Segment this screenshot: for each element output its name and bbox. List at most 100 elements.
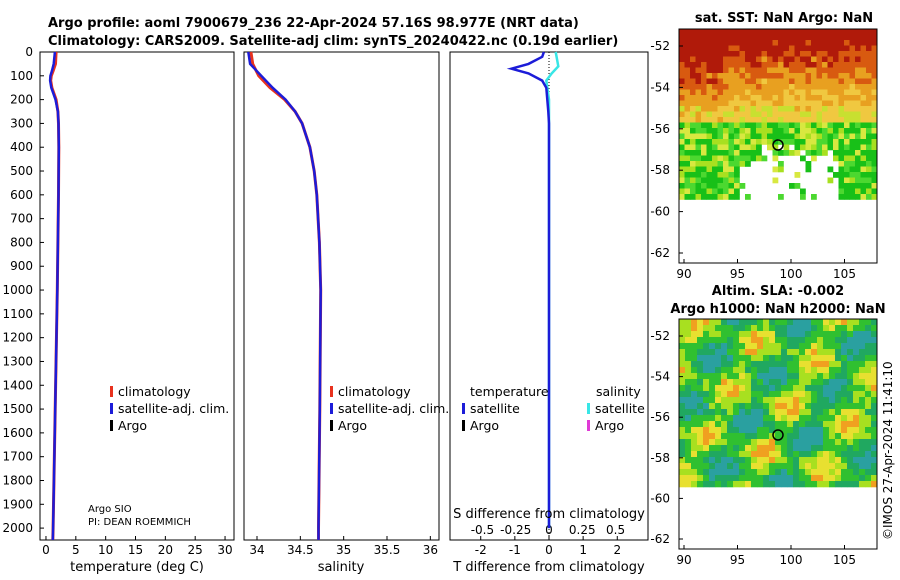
sst-cell — [728, 111, 735, 118]
sla-cell — [847, 391, 854, 398]
sla-cell — [679, 415, 686, 422]
sla-cell — [781, 469, 788, 476]
sla-cell — [835, 451, 842, 458]
sla-cell — [793, 367, 800, 374]
sst-cell — [778, 95, 784, 101]
sla-cell — [805, 409, 812, 416]
sst-cell — [866, 183, 872, 189]
sla-cell — [733, 409, 740, 416]
sla-cell — [691, 457, 698, 464]
sst-cell — [690, 40, 696, 46]
sla-cell — [733, 385, 740, 392]
difference-tick-label: 2 — [613, 543, 621, 557]
sst-cell — [871, 188, 878, 195]
sla-cell — [709, 457, 716, 464]
sla-cell — [871, 415, 878, 422]
sst-cell — [800, 133, 806, 140]
sst-cell — [855, 100, 861, 107]
sla-cell — [715, 325, 722, 332]
sla-cell — [799, 343, 806, 350]
sla-cell — [799, 409, 806, 416]
sst-cell — [849, 177, 856, 184]
sst-cell — [833, 139, 839, 145]
sst-cell — [772, 155, 779, 162]
sla-cell — [745, 391, 752, 398]
lon-tick-label: 95 — [730, 553, 745, 567]
sla-cell — [703, 361, 710, 368]
sst-cell — [679, 51, 685, 57]
sla-cell — [805, 475, 812, 482]
sla-cell — [739, 355, 746, 362]
sst-cell — [701, 40, 707, 46]
sla-cell — [787, 457, 794, 464]
sst-cell — [849, 100, 856, 107]
sst-cell — [822, 133, 828, 140]
sla-cell — [805, 325, 812, 332]
sst-cell — [679, 40, 685, 46]
sla-cell — [715, 361, 722, 368]
sst-cell — [701, 67, 707, 74]
depth-tick-label: 300 — [10, 116, 33, 130]
sla-cell — [703, 451, 710, 458]
sst-cell — [838, 128, 845, 134]
sla-cell — [709, 379, 716, 386]
sla-cell — [727, 391, 734, 398]
sla-cell — [745, 475, 752, 482]
sst-cell — [717, 95, 724, 101]
sla-cell — [775, 403, 782, 410]
sla-cell — [805, 457, 812, 464]
sst-cell — [734, 183, 740, 189]
sst-cell — [783, 122, 790, 129]
sla-cell — [775, 475, 782, 482]
sla-cell — [871, 361, 878, 368]
sla-cell — [823, 409, 830, 416]
sst-cell — [723, 106, 729, 112]
sla-cell — [739, 433, 746, 440]
sst-cell — [712, 73, 718, 79]
sla-cell — [865, 391, 872, 398]
sla-cell — [811, 481, 818, 488]
sla-cell — [715, 475, 722, 482]
sla-cell — [829, 319, 836, 326]
sla-cell — [865, 379, 872, 386]
sla-cell — [691, 421, 698, 428]
sst-cell — [723, 177, 729, 184]
sla-cell — [865, 373, 872, 380]
sst-cell — [783, 56, 790, 63]
sla-cell — [793, 385, 800, 392]
sst-cell — [860, 67, 867, 74]
sst-cell — [866, 188, 872, 195]
sla-cell — [781, 475, 788, 482]
sst-cell — [706, 111, 713, 118]
sla-cell — [757, 433, 764, 440]
sst-cell — [855, 122, 861, 129]
sla-cell — [775, 421, 782, 428]
sla-cell — [709, 415, 716, 422]
temperature-tick-label: 0 — [42, 543, 50, 557]
sla-cell — [847, 373, 854, 380]
sla-cell — [847, 337, 854, 344]
sla-cell — [787, 355, 794, 362]
sst-cell — [844, 166, 850, 173]
sla-cell — [811, 415, 818, 422]
sst-cell — [860, 95, 867, 101]
sst-cell — [838, 84, 845, 90]
sst-cell — [827, 133, 834, 140]
sst-cell — [739, 117, 746, 123]
sst-cell — [866, 122, 872, 129]
sla-cell — [781, 361, 788, 368]
sst-cell — [712, 45, 718, 52]
sla-cell — [709, 331, 716, 338]
sla-cell — [703, 397, 710, 404]
sst-cell — [706, 194, 713, 200]
sst-cell — [750, 84, 757, 90]
sst-cell — [822, 67, 828, 74]
sla-cell — [751, 355, 758, 362]
sst-cell — [767, 78, 773, 85]
sla-cell — [697, 421, 704, 428]
sst-cell — [844, 161, 850, 167]
difference-tick-labels: -2 -1 0 1 2 — [475, 536, 621, 557]
sst-cell — [739, 73, 746, 79]
sst-cell — [811, 150, 817, 156]
sla-cell — [865, 475, 872, 482]
